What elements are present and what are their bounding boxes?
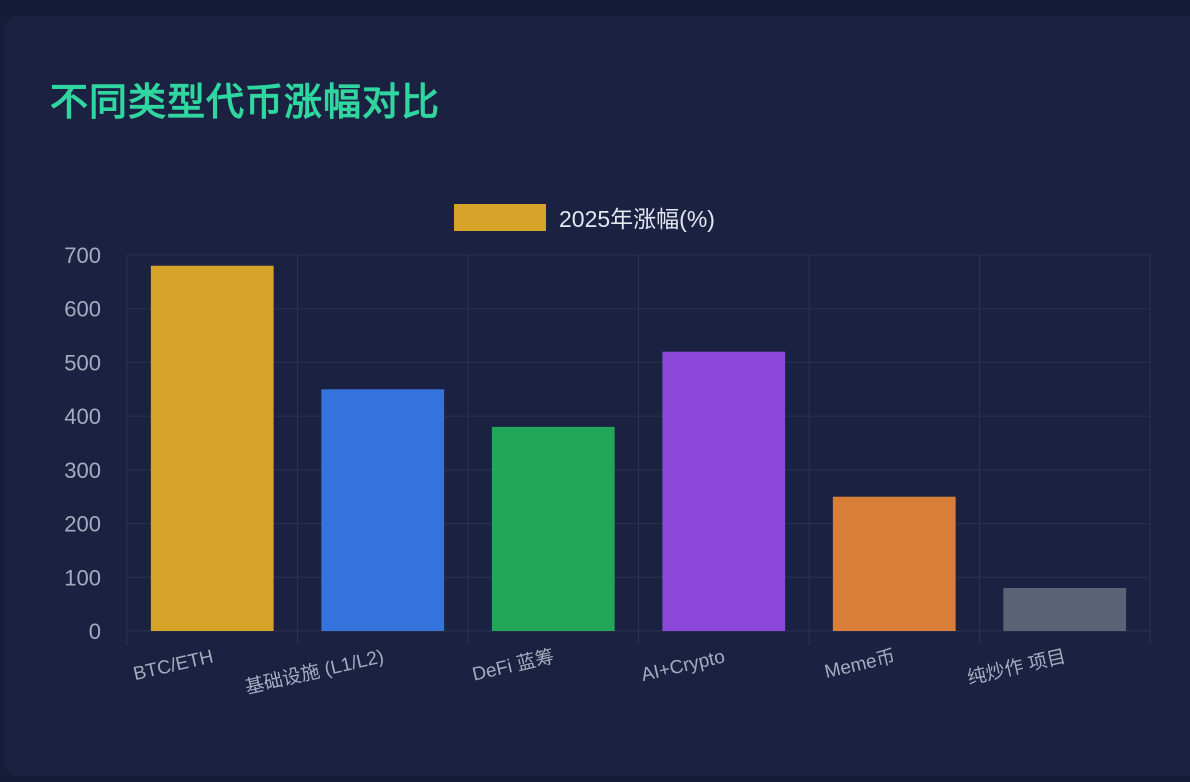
bar-3 [491,426,615,631]
bar-5 [832,496,956,631]
y-tick-label: 300 [64,458,101,483]
y-tick-label: 100 [64,565,101,590]
x-tick-label: 基础设施 (L1/L2) [243,645,386,698]
x-tick-label: Meme币 [822,645,897,683]
y-tick-label: 600 [64,297,101,322]
y-tick-label: 700 [64,243,101,268]
bar-1 [150,265,274,631]
page-title: 不同类型代币涨幅对比 [50,80,441,124]
y-tick-label: 0 [89,619,101,644]
legend-swatch [454,204,546,231]
x-tick-label: 纯炒作 项目 [965,645,1068,689]
x-tick-label: AI+Crypto [639,646,727,686]
x-tick-label: DeFi 蓝筹 [470,645,556,685]
legend-label: 2025年涨幅(%) [559,206,715,232]
bar-6 [1003,588,1127,631]
y-tick-label: 400 [64,404,101,429]
x-tick-label: BTC/ETH [131,646,215,685]
y-tick-label: 500 [64,350,101,375]
bar-4 [662,351,786,631]
bar-2 [321,389,445,631]
y-tick-label: 200 [64,512,101,537]
